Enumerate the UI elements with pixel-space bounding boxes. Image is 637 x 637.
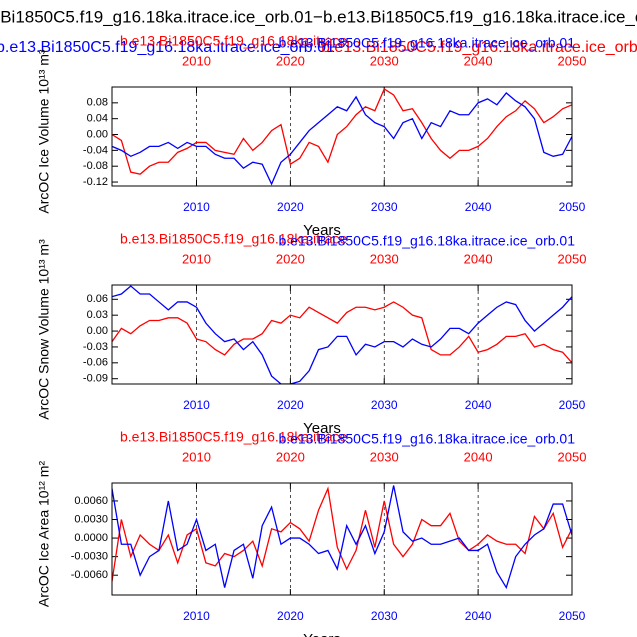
x-tick-label-top: 2040 bbox=[464, 53, 493, 68]
y-tick-label: -0.04 bbox=[83, 144, 108, 156]
series-line bbox=[112, 485, 572, 590]
x-tick-label: 2020 bbox=[277, 398, 304, 412]
x-tick-label: 2030 bbox=[371, 609, 398, 623]
series-line bbox=[112, 486, 572, 582]
x-axis-label: Years bbox=[303, 222, 341, 239]
x-tick-label-top: 2010 bbox=[182, 251, 211, 266]
x-tick-label: 2050 bbox=[559, 609, 586, 623]
y-tick-label: 0.08 bbox=[87, 97, 108, 109]
panel: b.e13.Bi1850C5.f19_g16.18ka.itraceb.e13.… bbox=[36, 231, 587, 437]
series-name: b.e13.Bi1850C5.f19_g16.18ka.itrace.ice_o… bbox=[278, 233, 575, 249]
x-tick-label: 2050 bbox=[559, 398, 586, 412]
x-tick-label-top: 2040 bbox=[464, 251, 493, 266]
y-tick-label: 0.04 bbox=[87, 113, 108, 125]
y-axis-label: ArcOC Ice Area 10¹² m² bbox=[36, 461, 52, 608]
y-tick-label: 0.00 bbox=[87, 325, 108, 337]
y-tick-label: -0.12 bbox=[83, 176, 108, 188]
y-tick-label: 0.0030 bbox=[74, 513, 108, 525]
y-tick-label: -0.06 bbox=[83, 357, 108, 369]
y-tick-label: -0.0060 bbox=[71, 569, 108, 581]
y-tick-label: -0.03 bbox=[83, 341, 108, 353]
x-tick-label-top: 2030 bbox=[370, 53, 399, 68]
figure-right-string: b.e13.Bi1850C5.f19_g16.18ka.itrace.ice_o… bbox=[321, 39, 637, 56]
y-tick-label: 0.0000 bbox=[74, 532, 108, 544]
x-tick-label: 2010 bbox=[183, 200, 210, 214]
x-tick-label-top: 2020 bbox=[276, 251, 305, 266]
series-name: b.e13.Bi1850C5.f19_g16.18ka.itrace bbox=[120, 231, 347, 247]
series-name: b.e13.Bi1850C5.f19_g16.18ka.itrace.ice_o… bbox=[278, 431, 575, 447]
y-axis-label: ArcOC Snow Volume 10¹³ m³ bbox=[36, 239, 52, 420]
plot-area bbox=[112, 88, 572, 186]
x-tick-label-top: 2020 bbox=[276, 449, 305, 464]
x-tick-label: 2030 bbox=[371, 200, 398, 214]
figure-title: b.e13.Bi1850C5.f19_g16.18ka.itrace.ice_o… bbox=[0, 7, 637, 26]
y-tick-label: 0.00 bbox=[87, 128, 108, 140]
x-tick-label: 2030 bbox=[371, 398, 398, 412]
x-tick-label: 2040 bbox=[465, 200, 492, 214]
plot-frame bbox=[111, 482, 573, 596]
plot-frame bbox=[111, 284, 573, 385]
series-name: b.e13.Bi1850C5.f19_g16.18ka.itrace.ice_o… bbox=[278, 35, 575, 51]
x-tick-label-top: 2020 bbox=[276, 53, 305, 68]
x-tick-label: 2040 bbox=[465, 609, 492, 623]
x-tick-label: 2040 bbox=[465, 398, 492, 412]
x-tick-label: 2020 bbox=[277, 609, 304, 623]
x-axis-label: Years bbox=[303, 631, 341, 637]
x-tick-label-top: 2010 bbox=[182, 53, 211, 68]
plot-frame bbox=[111, 86, 573, 187]
panel: b.e13.Bi1850C5.f19_g16.18ka.itraceb.e13.… bbox=[36, 33, 587, 239]
x-tick-label-top: 2040 bbox=[464, 449, 493, 464]
series-name: b.e13.Bi1850C5.f19_g16.18ka.itrace bbox=[120, 429, 347, 445]
y-axis-label: ArcOC Ice Volume 10¹³ m³ bbox=[36, 49, 52, 213]
series-line bbox=[112, 285, 572, 384]
y-tick-label: -0.09 bbox=[83, 373, 108, 385]
x-tick-label-top: 2050 bbox=[558, 251, 587, 266]
plot-area bbox=[112, 285, 572, 384]
series-line bbox=[112, 301, 572, 364]
y-tick-label: -0.0030 bbox=[71, 551, 108, 563]
series-line bbox=[112, 92, 572, 186]
series-line bbox=[112, 88, 572, 175]
x-axis-label: Years bbox=[303, 420, 341, 437]
x-tick-label: 2010 bbox=[183, 609, 210, 623]
y-tick-label: 0.03 bbox=[87, 309, 108, 321]
y-tick-label: -0.08 bbox=[83, 160, 108, 172]
y-tick-label: 0.06 bbox=[87, 293, 108, 305]
x-tick-label-top: 2030 bbox=[370, 251, 399, 266]
x-tick-label: 2010 bbox=[183, 398, 210, 412]
figure-left-string: b.e13.Bi1850C5.f19_g16.18ka.itrace.ice_o… bbox=[0, 39, 335, 56]
x-tick-label: 2050 bbox=[559, 200, 586, 214]
x-tick-label-top: 2030 bbox=[370, 449, 399, 464]
panel: b.e13.Bi1850C5.f19_g16.18ka.itraceb.e13.… bbox=[36, 429, 587, 637]
x-tick-label-top: 2050 bbox=[558, 449, 587, 464]
x-tick-label-top: 2050 bbox=[558, 53, 587, 68]
x-tick-label: 2020 bbox=[277, 200, 304, 214]
x-tick-label-top: 2010 bbox=[182, 449, 211, 464]
series-name: b.e13.Bi1850C5.f19_g16.18ka.itrace bbox=[120, 33, 347, 49]
plot-area bbox=[112, 485, 572, 590]
y-tick-label: 0.0060 bbox=[74, 495, 108, 507]
